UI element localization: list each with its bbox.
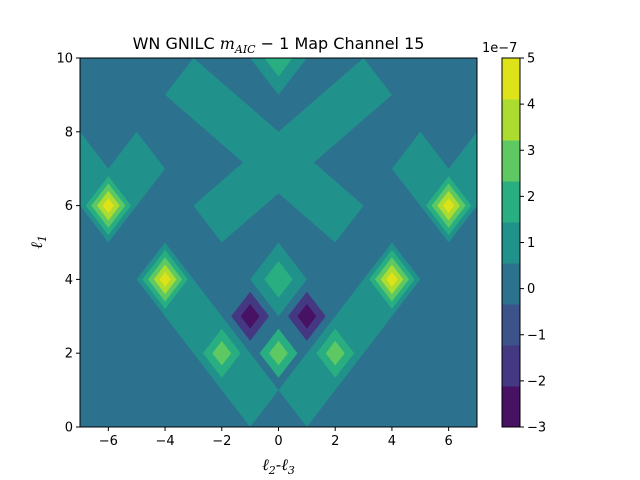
peak-contour [386,272,398,287]
y-tick-label: 4 [65,273,73,288]
peak-contour [264,260,293,298]
plot-area [80,58,477,427]
y-axis: 0 2 4 6 8 10 [56,52,80,436]
colorbar-tick-label: 5 [527,52,535,67]
colorbar-segment [502,58,520,100]
colorbar-tick-label: −1 [527,328,546,343]
x-axis: −6 −4 −2 0 2 4 6 [99,427,453,449]
colorbar-tick-label: −3 [527,421,546,436]
x-tick-label: 6 [445,434,453,449]
colorbar: −3 −2 −1 0 1 2 3 4 5 1e−7 [482,41,546,436]
colorbar-tick-label: 2 [527,190,535,205]
colorbar-segment [502,140,520,182]
peak-contour [212,340,232,366]
x-tick-label: 2 [331,434,339,449]
colorbar-segment [502,304,520,346]
x-tick-label: 0 [274,434,282,449]
y-tick-label: 10 [56,52,73,67]
colorbar-tick-label: 0 [527,282,535,297]
y-axis-label: ℓ1 [27,235,49,249]
peak-contour [325,340,345,366]
chart-title: WN GNILC mAIC − 1 Map Channel 15 [133,34,425,56]
colorbar-segment [502,386,520,428]
x-axis-label: ℓ2-ℓ3 [262,455,295,477]
peak-contour [269,340,288,366]
y-tick-label: 0 [65,421,73,436]
y-tick-label: 2 [65,347,73,362]
colorbar-tick-label: 3 [527,144,535,159]
colorbar-segment [502,222,520,264]
y-tick-label: 8 [65,125,73,140]
colorbar-segment [502,345,520,387]
peak-contour [264,58,293,77]
colorbar-segment [502,99,520,141]
colorbar-segment [502,263,520,305]
colorbar-tick-label: 4 [527,98,535,113]
colorbar-tick-label: 1 [527,236,535,251]
trough-contour [297,304,317,329]
trough-contour [240,304,260,329]
x-tick-label: −4 [155,434,174,449]
colorbar-segment [502,181,520,223]
region-x-band-right [193,58,392,243]
colorbar-tick-label: −2 [527,374,546,389]
x-tick-label: 4 [388,434,396,449]
peak-contour [159,272,171,287]
x-tick-label: −2 [212,434,231,449]
peak-contour [102,198,115,213]
x-tick-label: −6 [99,434,118,449]
colorbar-offset-label: 1e−7 [482,41,517,56]
peak-contour [442,198,455,213]
y-tick-label: 6 [65,199,73,214]
